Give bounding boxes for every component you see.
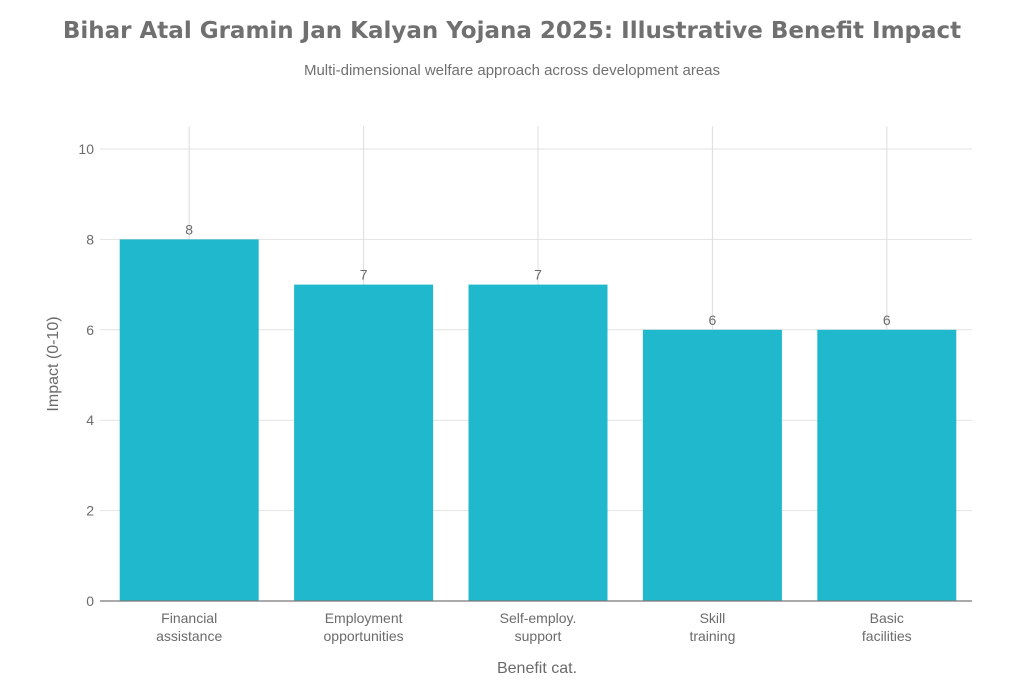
x-tick-label: support (515, 628, 562, 644)
data-label: 6 (883, 312, 891, 328)
bar (119, 239, 259, 601)
bar (642, 329, 782, 601)
x-tick-label: Self-employ. (500, 610, 577, 626)
x-tick-label: opportunities (324, 628, 404, 644)
y-tick-label: 0 (86, 593, 94, 609)
data-label: 6 (709, 312, 717, 328)
x-tick-label: assistance (156, 628, 222, 644)
y-tick-label: 8 (86, 231, 94, 247)
chart-subtitle: Multi-dimensional welfare approach acros… (303, 62, 721, 79)
y-tick-label: 10 (78, 141, 94, 157)
x-tick-label: Financial (161, 610, 217, 626)
bar (294, 284, 434, 601)
chart-title: Bihar Atal Gramin Jan Kalyan Yojana 2025… (62, 18, 962, 44)
x-tick-label: facilities (862, 628, 912, 644)
bar (468, 284, 608, 601)
x-tick-label: Basic (870, 610, 904, 626)
data-label: 7 (360, 267, 368, 283)
x-tick-label: Employment (325, 610, 403, 626)
bar (817, 329, 957, 601)
y-tick-label: 4 (86, 412, 94, 428)
y-tick-label: 2 (86, 503, 94, 519)
data-label: 8 (185, 221, 193, 237)
y-axis-label: Impact (0-10) (45, 316, 62, 411)
x-tick-label: training (689, 628, 735, 644)
x-axis-label: Benefit cat. (497, 660, 577, 677)
y-tick-label: 6 (86, 322, 94, 338)
data-label: 7 (534, 267, 542, 283)
x-tick-label: Skill (700, 610, 726, 626)
